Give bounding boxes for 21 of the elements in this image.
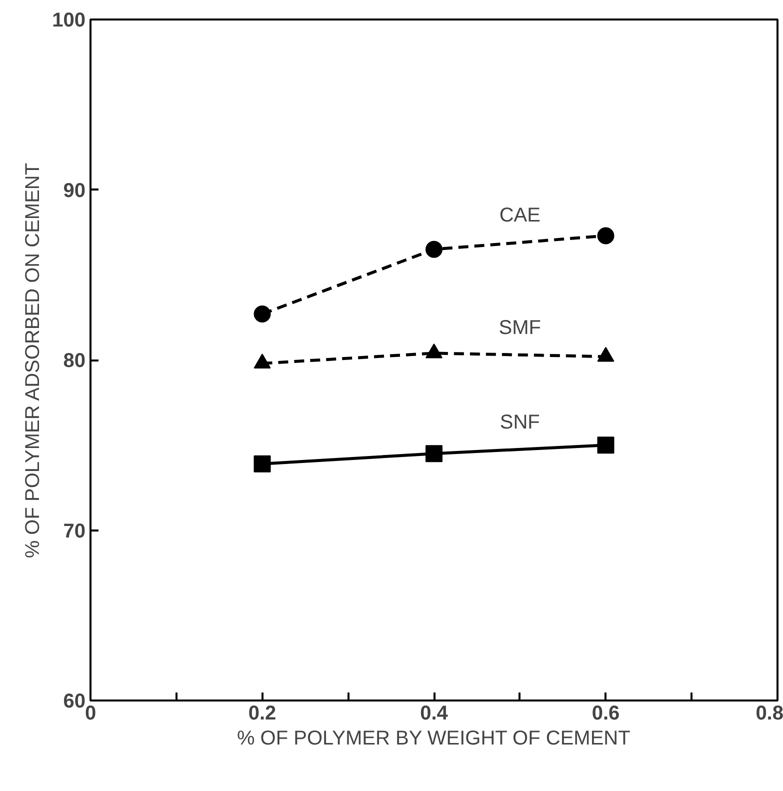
x-tick-label: 0.2 [248,702,276,724]
series-label: CAE [499,204,540,227]
x-tick-label: 0.6 [592,702,620,724]
x-tick-label: 0.8 [756,702,783,724]
y-tick-label: 70 [63,520,86,542]
point [597,227,614,244]
point [597,436,614,454]
point [426,240,442,258]
x-tick-label: 0.4 [420,702,449,724]
y-tick-label: 80 [63,350,86,372]
series-label: SMF [498,316,541,339]
y-tick-label: 60 [63,690,86,712]
point [426,445,442,462]
y-tick-label: 90 [63,180,86,202]
series-label: SNF [500,411,540,434]
point [254,306,271,323]
x-axis-title: % OF POLYMER BY WEIGHT OF CEMENT [236,728,630,750]
x-tick-label: 0 [84,702,96,724]
y-axis-title: % OF POLYMER ADSORBED ON CEMENT [22,162,44,558]
point [254,455,271,472]
y-tick-label: 100 [52,10,86,32]
